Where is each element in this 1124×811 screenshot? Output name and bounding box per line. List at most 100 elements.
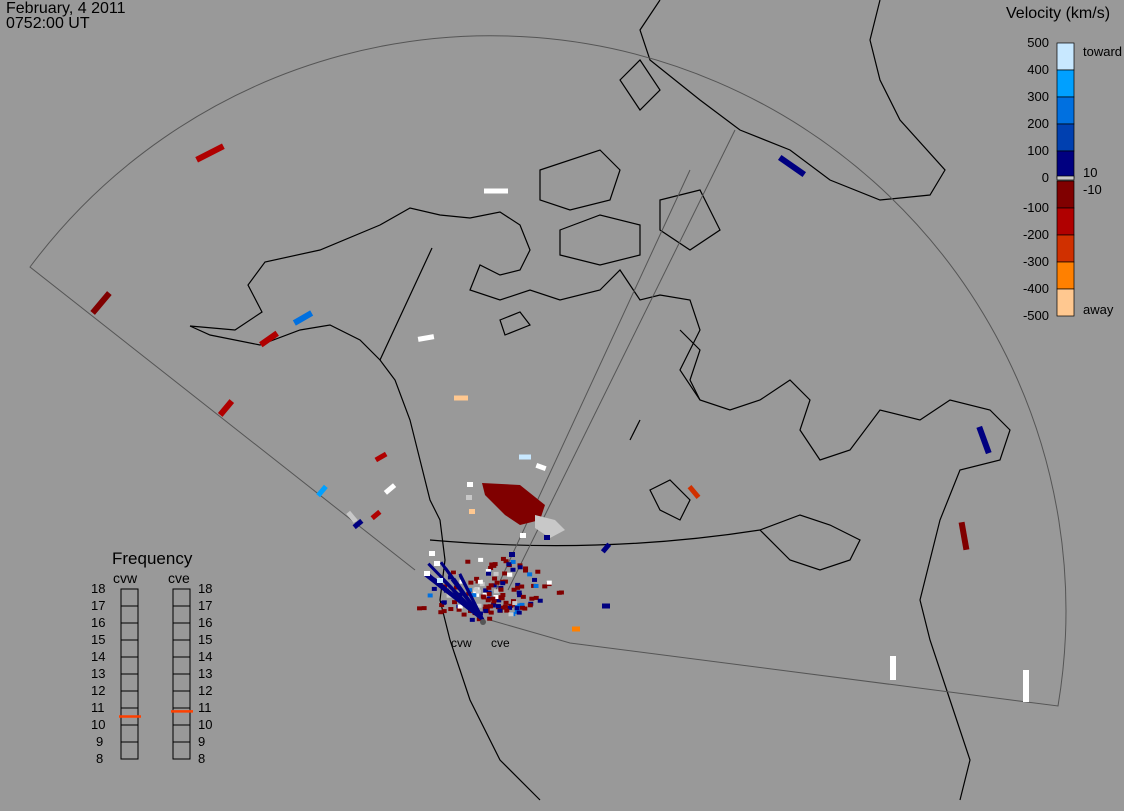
scatter-patch [516, 610, 522, 615]
scatter-patch [480, 594, 486, 599]
scatter-patch [427, 593, 433, 598]
scatter-patch [484, 188, 508, 194]
scatter-patch [500, 605, 506, 610]
scatter-patch [492, 562, 498, 567]
scatter-patch [602, 603, 610, 609]
scatter-patch [217, 399, 235, 417]
scatter-patch [507, 605, 513, 610]
scatter-beam [452, 577, 485, 621]
scatter-patch [498, 587, 504, 592]
frequency-radar-cve: cve [168, 570, 190, 586]
frequency-tick: 13 [91, 666, 106, 681]
frequency-tick: 8 [96, 751, 104, 766]
scatter-patch [483, 588, 489, 593]
scatter-patch [431, 586, 437, 591]
frequency-tick: 17 [198, 598, 213, 613]
radar-label-cve: cve [491, 636, 510, 650]
scatter-patch [483, 604, 489, 609]
radar-site-marker [480, 619, 486, 625]
date-label: February, 4 2011 [6, 0, 126, 17]
frequency-tick: 14 [91, 649, 106, 664]
scatter-patch [507, 572, 513, 577]
scatter-patch [556, 590, 562, 595]
scatter-region [482, 483, 545, 525]
scatter-patch [497, 608, 503, 613]
scatter-patch [514, 606, 520, 611]
scatter-patch [483, 608, 489, 613]
scatter-patch [490, 603, 496, 608]
scatter-patch [475, 589, 481, 594]
scatter-patch [542, 584, 548, 589]
scatter-patch [488, 610, 494, 615]
scatter-patch [512, 601, 518, 606]
frequency-cell [172, 639, 191, 658]
scatter-patch [515, 582, 521, 587]
scatter-patch [482, 606, 488, 611]
scatter-patch [502, 604, 508, 609]
frequency-tick: 11 [91, 700, 105, 715]
scatter-patch [468, 580, 474, 585]
scatter-patch [523, 566, 529, 571]
scatter-patch [511, 587, 517, 592]
toward-label: toward [1083, 44, 1123, 59]
scatter-patch [498, 595, 504, 600]
scatter-patch [890, 656, 896, 680]
scatter-patch [523, 568, 529, 573]
scatter-patch [467, 482, 473, 487]
scatter-patch [417, 334, 435, 342]
frequency-tick: 13 [198, 666, 213, 681]
threshold-pos-label: 10 [1083, 165, 1098, 180]
scatter-patch [492, 576, 498, 581]
frequency-tick: 14 [198, 649, 213, 664]
scatter-patch [546, 580, 552, 585]
scatter-patch [441, 609, 447, 614]
frequency-radar-cvw: cvw [113, 570, 138, 586]
frequency-tick: 9 [96, 734, 104, 749]
colorbar-ground-scatter [1056, 175, 1075, 181]
scatter-patch [520, 533, 526, 538]
frequency-title: Frequency [112, 549, 193, 568]
scatter-patch [572, 626, 580, 632]
colorbar-segment [1056, 207, 1075, 236]
scatter-patch [519, 602, 525, 607]
away-label: away [1083, 302, 1114, 317]
scatter-patch [515, 585, 521, 590]
scatter-patch [503, 600, 509, 605]
frequency-cell [120, 741, 139, 760]
frequency-tick: 10 [91, 717, 106, 732]
scatter-patch [448, 607, 454, 612]
velocity-scale-title: Velocity (km/s) [1006, 5, 1111, 22]
scatter-patch [533, 595, 539, 600]
colorbar-segment [1056, 234, 1075, 263]
frequency-tick: 18 [91, 581, 106, 596]
frequency-cell [172, 605, 191, 624]
colorbar-segment [1056, 123, 1075, 152]
scatter-patch [477, 579, 483, 584]
scatter-patch [474, 576, 480, 581]
velocity-tick: 100 [1027, 143, 1049, 158]
frequency-tick: 12 [91, 683, 106, 698]
scatter-patch [520, 594, 526, 599]
scatter-patch [469, 617, 475, 622]
scatter-patch [509, 552, 515, 557]
scatter-patch [777, 154, 807, 178]
scatter-patch [417, 606, 423, 611]
frequency-cell [120, 724, 139, 743]
scatter-patch [529, 596, 535, 601]
scatter-patch [461, 612, 467, 617]
threshold-neg-label: -10 [1083, 182, 1102, 197]
colorbar-segment [1056, 150, 1075, 179]
velocity-tick: 0 [1041, 170, 1049, 185]
scatter-patch [519, 454, 531, 460]
scatter-patch [533, 583, 539, 588]
scatter-patch [476, 617, 482, 622]
colorbar-segment [1056, 96, 1075, 125]
scatter-patch [469, 509, 475, 514]
scatter-patch [510, 567, 516, 572]
frequency-tick: 16 [91, 615, 106, 630]
frequency-panel [119, 588, 193, 760]
scatter-patch [508, 612, 514, 617]
scatter-patch [516, 590, 522, 595]
colorbar-segment [1056, 261, 1075, 290]
